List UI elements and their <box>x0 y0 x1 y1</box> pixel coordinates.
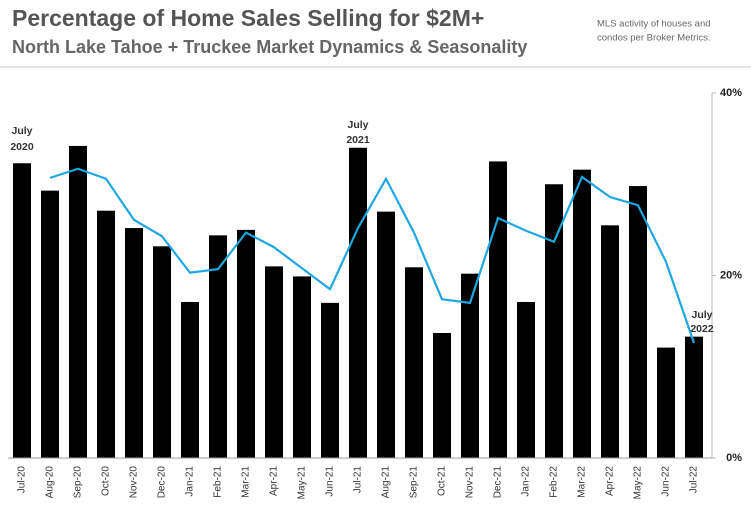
x-tick-label: Nov-21 <box>465 466 476 499</box>
x-tick-label: Jun-22 <box>661 466 672 497</box>
chart-subtitle: North Lake Tahoe + Truckee Market Dynami… <box>12 37 527 57</box>
annotation: July <box>347 119 368 131</box>
x-tick-label: Sep-21 <box>409 466 420 499</box>
note: MLS activity of houses and <box>597 19 711 30</box>
x-tick-label: Aug-20 <box>45 466 56 499</box>
bar <box>41 190 59 458</box>
annotation: 2020 <box>10 141 34 153</box>
annotation: 2021 <box>346 134 370 146</box>
x-tick-label: Jan-21 <box>185 466 196 497</box>
bar <box>69 145 87 459</box>
bar <box>97 210 115 458</box>
x-tick-label: Dec-21 <box>493 466 504 499</box>
bar <box>601 225 619 458</box>
bar <box>181 301 199 458</box>
annotation: July <box>11 125 32 137</box>
x-tick-label: Oct-20 <box>101 466 112 496</box>
annotation: July <box>691 309 712 321</box>
x-tick-label: May-21 <box>297 466 308 500</box>
x-tick-label: May-22 <box>633 466 644 500</box>
bar <box>377 211 395 458</box>
x-tick-label: Nov-20 <box>129 466 140 499</box>
annotation: 2022 <box>690 323 714 335</box>
x-tick-label: Apr-22 <box>605 466 616 496</box>
bar <box>517 301 535 458</box>
x-tick-label: Apr-21 <box>269 466 280 496</box>
x-tick-label: Jul-20 <box>17 466 28 494</box>
bar <box>461 273 479 458</box>
x-tick-label: Jan-22 <box>521 466 532 497</box>
bar <box>349 147 367 458</box>
y-tick-label: 40% <box>720 87 742 99</box>
x-tick-label: Sep-20 <box>73 466 84 499</box>
bar <box>153 246 171 458</box>
bar <box>265 266 283 458</box>
bar <box>685 336 703 458</box>
x-tick-label: Jul-22 <box>689 466 700 494</box>
y-tick-label: 20% <box>720 269 742 281</box>
bar <box>433 332 451 458</box>
bar <box>657 347 675 458</box>
bar <box>293 276 311 458</box>
x-tick-label: Feb-22 <box>549 466 560 498</box>
bar <box>13 163 31 458</box>
x-tick-label: Jul-21 <box>353 466 364 494</box>
bar <box>237 229 255 458</box>
line <box>49 167 696 344</box>
bar <box>489 161 507 458</box>
bar <box>573 169 591 458</box>
y-tick-label: 0% <box>726 452 742 464</box>
bar <box>629 186 647 458</box>
bar <box>321 302 339 458</box>
bar <box>125 228 143 458</box>
bar <box>405 267 423 458</box>
bar <box>209 235 227 458</box>
x-tick-label: Mar-21 <box>241 466 252 498</box>
bar <box>545 184 563 458</box>
x-tick-label: Mar-22 <box>577 466 588 498</box>
x-tick-label: Feb-21 <box>213 466 224 498</box>
x-tick-label: Aug-21 <box>381 466 392 499</box>
x-tick-label: Oct-21 <box>437 466 448 496</box>
note: condos per Broker Metrics. <box>597 33 711 44</box>
chart-title: Percentage of Home Sales Selling for $2M… <box>12 5 484 31</box>
x-tick-label: Dec-20 <box>157 466 168 499</box>
x-tick-label: Jun-21 <box>325 466 336 497</box>
